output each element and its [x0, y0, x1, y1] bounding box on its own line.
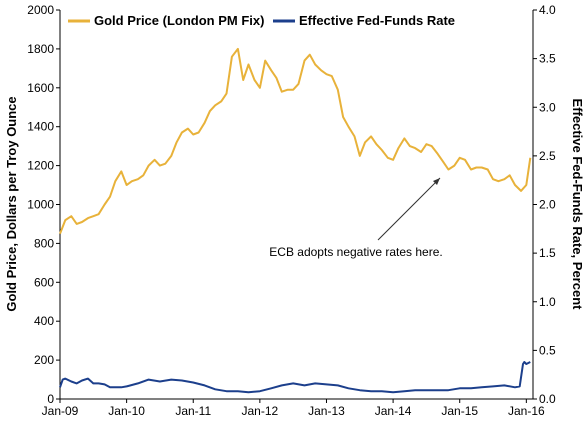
y-right-tick-label: 1.5 — [539, 246, 556, 260]
series-line-fed-funds-rate — [59, 361, 531, 394]
legend: Gold Price (London PM Fix) Effective Fed… — [68, 13, 455, 28]
series-line-gold-price — [59, 47, 532, 235]
y-left-tick-label: 1800 — [27, 42, 54, 56]
y-left-tick-label: 400 — [34, 314, 54, 328]
y-left-tick-label: 800 — [34, 236, 54, 250]
y-left-tick-label: 1000 — [27, 198, 54, 212]
x-tick-label: Jan-14 — [375, 404, 412, 418]
annotation-text: ECB adopts negative rates here. — [269, 245, 442, 259]
y-right-tick-label: 3.0 — [539, 100, 556, 114]
y-axis-right-title: Effective Fed-Funds Rate, Percent — [570, 99, 585, 311]
y-right-tick-label: 1.0 — [539, 295, 556, 309]
series-lines — [59, 47, 532, 394]
x-tick-label: Jan-16 — [508, 404, 545, 418]
y-right-tick-label: 2.0 — [539, 198, 556, 212]
y-right-tick-label: 3.5 — [539, 52, 556, 66]
y-left-tick-label: 600 — [34, 275, 54, 289]
y-right-tick-label: 2.5 — [539, 149, 556, 163]
y-right-tick-label: 0.5 — [539, 343, 556, 357]
y-axis-left-title: Gold Price, Dollars per Troy Ounce — [4, 96, 19, 311]
axes: 0 200 400 600 800 1000 1200 1400 1600 1800 2000 0.0… — [27, 3, 556, 418]
y-left-tick-label: 0 — [47, 392, 54, 406]
y-left-tick-label: 1400 — [27, 120, 54, 134]
x-tick-label: Jan-13 — [308, 404, 345, 418]
legend-label-gold: Gold Price (London PM Fix) — [94, 13, 264, 28]
y-left-tick-label: 200 — [34, 353, 54, 367]
x-tick-label: Jan-11 — [175, 404, 211, 418]
annotation-arrowhead — [433, 178, 440, 185]
annotation-arrow — [377, 177, 441, 241]
x-tick-label: Jan-10 — [108, 404, 145, 418]
x-tick-label: Jan-12 — [242, 404, 279, 418]
annotation: ECB adopts negative rates here. — [269, 177, 443, 259]
x-tick-label: Jan-09 — [42, 404, 79, 418]
y-left-tick-label: 1200 — [27, 159, 54, 173]
x-tick-label: Jan-15 — [441, 404, 478, 418]
y-left-tick-label: 1600 — [27, 81, 54, 95]
y-left-tick-label: 2000 — [27, 3, 54, 17]
y-right-tick-label: 4.0 — [539, 3, 556, 17]
y-right-tick-label: 0.0 — [539, 392, 556, 406]
legend-label-fedfunds: Effective Fed-Funds Rate — [299, 13, 455, 28]
